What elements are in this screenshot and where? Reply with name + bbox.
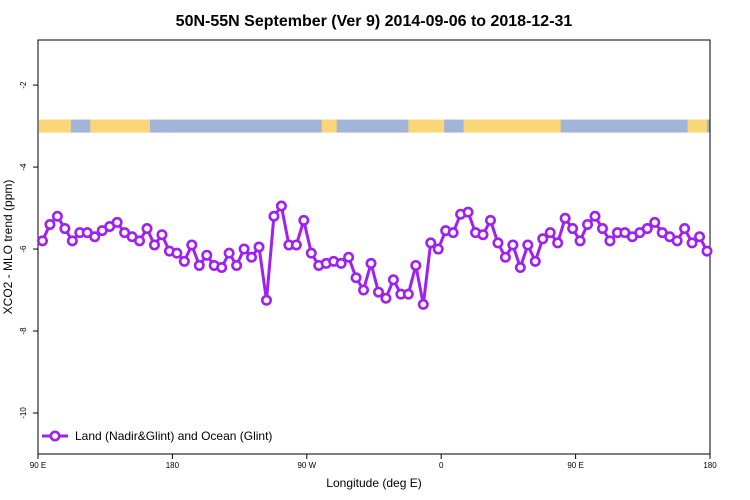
- data-point: [193, 259, 205, 271]
- land-ocean-strip: [39, 119, 710, 133]
- data-point: [462, 206, 474, 218]
- data-point: [574, 235, 586, 247]
- data-point: [36, 235, 48, 247]
- data-point: [567, 223, 579, 235]
- data-point: [238, 243, 250, 255]
- data-point: [514, 261, 526, 273]
- data-point: [492, 237, 504, 249]
- data-point: [66, 235, 78, 247]
- data-point: [671, 235, 683, 247]
- y-tick-label: -6: [19, 245, 28, 253]
- series: [36, 200, 713, 310]
- legend-marker: [49, 430, 61, 442]
- data-point: [148, 239, 160, 251]
- data-point: [596, 223, 608, 235]
- data-point: [298, 214, 310, 226]
- data-point: [537, 233, 549, 245]
- strip-ocean-segment: [707, 119, 710, 133]
- y-axis: -2 -4 -6 -8 -10: [19, 81, 38, 419]
- data-point: [701, 245, 713, 257]
- data-point: [178, 255, 190, 267]
- x-tick-label: 180: [703, 461, 717, 470]
- data-point: [380, 292, 392, 304]
- data-point: [201, 249, 213, 261]
- data-point: [649, 216, 661, 228]
- data-point: [544, 227, 556, 239]
- data-point: [425, 237, 437, 249]
- data-point: [134, 235, 146, 247]
- x-axis: 90 E 180 90 W 0 90 E 180: [30, 454, 717, 470]
- data-point: [694, 231, 706, 243]
- data-point: [51, 210, 63, 222]
- data-point: [223, 247, 235, 259]
- x-tick-label: 0: [439, 461, 444, 470]
- legend-label: Land (Nadir&Glint) and Ocean (Glint): [75, 429, 272, 443]
- data-point: [529, 255, 541, 267]
- data-point: [387, 274, 399, 286]
- data-point: [268, 210, 280, 222]
- data-point: [111, 216, 123, 228]
- data-point: [44, 218, 56, 230]
- strip-ocean-segment: [560, 119, 688, 133]
- data-point: [365, 257, 377, 269]
- data-point: [679, 223, 691, 235]
- x-tick-label: 90 E: [567, 461, 583, 470]
- x-axis-label: Longitude (deg E): [326, 476, 421, 490]
- data-point: [343, 251, 355, 263]
- data-point: [402, 288, 414, 300]
- data-point: [559, 212, 571, 224]
- data-point: [447, 227, 459, 239]
- y-tick-label: -10: [19, 407, 28, 419]
- y-axis-label: XCO2 - MLO trend (ppm): [1, 180, 15, 315]
- strip-ocean-segment: [444, 119, 464, 133]
- data-point: [686, 237, 698, 249]
- legend: Land (Nadir&Glint) and Ocean (Glint): [42, 429, 272, 443]
- data-point: [290, 239, 302, 251]
- data-point: [484, 214, 496, 226]
- y-tick-label: -8: [19, 327, 28, 335]
- data-point: [171, 247, 183, 259]
- strip-ocean-segment: [150, 119, 322, 133]
- data-point: [507, 239, 519, 251]
- data-point: [305, 247, 317, 259]
- x-tick-label: 90 W: [297, 461, 316, 470]
- data-point: [231, 259, 243, 271]
- data-point: [358, 284, 370, 296]
- data-point: [604, 235, 616, 247]
- data-point: [410, 259, 422, 271]
- data-point: [260, 294, 272, 306]
- data-point: [186, 239, 198, 251]
- data-point: [59, 223, 71, 235]
- data-point: [477, 229, 489, 241]
- data-point: [552, 237, 564, 249]
- data-point: [372, 286, 384, 298]
- data-point: [246, 251, 258, 263]
- data-point: [335, 257, 347, 269]
- data-point: [216, 261, 228, 273]
- x-tick-label: 180: [166, 461, 180, 470]
- data-point: [253, 241, 265, 253]
- strip-ocean-segment: [336, 119, 409, 133]
- data-point: [641, 223, 653, 235]
- data-point: [432, 243, 444, 255]
- data-point: [156, 229, 168, 241]
- data-point: [275, 200, 287, 212]
- data-point: [417, 298, 429, 310]
- chart-title: 50N-55N September (Ver 9) 2014-09-06 to …: [176, 13, 573, 30]
- data-point: [350, 272, 362, 284]
- data-point: [141, 223, 153, 235]
- strip-ocean-segment: [70, 119, 91, 133]
- data-point: [522, 239, 534, 251]
- x-tick-label: 90 E: [30, 461, 46, 470]
- data-point: [499, 251, 511, 263]
- data-point: [582, 218, 594, 230]
- y-tick-label: -4: [19, 163, 28, 171]
- data-point: [89, 231, 101, 243]
- data-point: [589, 210, 601, 222]
- plot-frame: [37, 39, 711, 455]
- y-tick-label: -2: [19, 81, 28, 89]
